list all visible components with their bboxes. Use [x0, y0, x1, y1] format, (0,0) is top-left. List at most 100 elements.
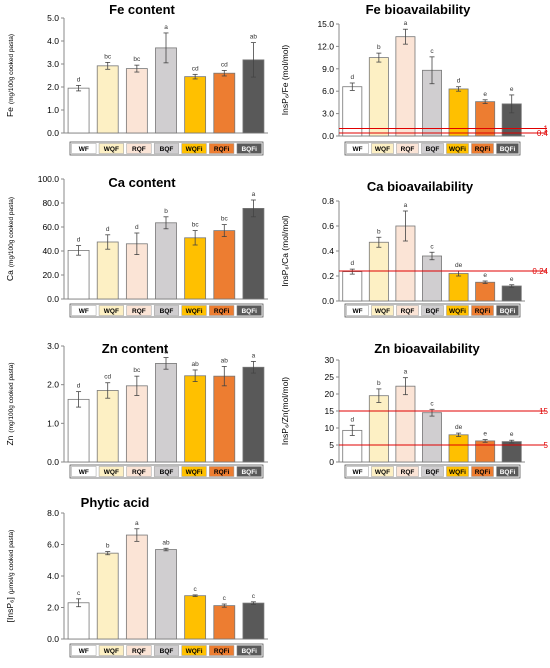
y-tick-label: 15 [325, 406, 335, 416]
y-tick-label: 2.0 [47, 603, 59, 613]
y-tick-label: 15.0 [317, 19, 334, 29]
significance-letter: de [455, 262, 463, 269]
y-tick-label: 3.0 [47, 59, 59, 69]
legend-swatch-RQF [396, 466, 419, 477]
y-tick-label: 1.0 [47, 105, 59, 115]
reference-line-label: 15 [539, 407, 548, 416]
significance-letter: c [430, 400, 434, 407]
bar-WQF [96, 552, 119, 640]
legend-strip [344, 303, 521, 318]
bar-BQFi [242, 366, 265, 463]
legend-strip [69, 643, 264, 658]
chart-title: Ca bioavailability [367, 179, 474, 194]
ca-content-panel: Ca content Ca (mg/100g cooked pasta) 0.0 20.… [0, 165, 275, 325]
significance-letter: a [135, 520, 139, 527]
y-tick-label: 12.0 [317, 41, 334, 51]
legend-label-WQFi: WQFi [186, 146, 203, 153]
legend-swatch-BQF [153, 645, 180, 656]
bar-BQF [155, 222, 177, 300]
legend-label-WF: WF [79, 648, 89, 655]
y-tick-label: 40.0 [42, 246, 59, 256]
legend-strip [344, 141, 521, 156]
bar-WF [67, 398, 90, 463]
legend-swatch-WQF [371, 305, 394, 316]
significance-letter: a [404, 369, 408, 376]
significance-letter: bc [133, 56, 141, 63]
legend-label-WF: WF [79, 146, 89, 153]
bar-RQFi [213, 605, 236, 640]
reference-line-label: 0.24 [532, 267, 548, 276]
significance-letter: d [77, 76, 81, 83]
legend-label-WQFi: WQFi [186, 469, 203, 476]
bar-WQF [96, 65, 119, 134]
y-axis-label-unit: (mg/100g cooked pasta) [8, 34, 15, 104]
legend-swatch-RQFi [209, 305, 235, 316]
legend-label-WQF: WQF [375, 469, 390, 476]
y-tick-label: 4.0 [47, 36, 59, 46]
legend-swatch-RQF [396, 143, 419, 154]
y-axis-label: InsP₆/Zn(mol/mol) [280, 377, 290, 445]
legend-label-RQFi: RQFi [214, 146, 230, 153]
significance-letter: bc [192, 222, 200, 229]
significance-letter: c [77, 590, 81, 597]
zn-content-chart: Zn content Zn (mg/100g cooked pasta) 0.0 1.0… [5, 341, 268, 479]
y-tick-label: 2.0 [47, 380, 59, 390]
bar-BQFi [501, 285, 522, 302]
significance-letter: d [106, 226, 110, 233]
significance-letter: d [77, 383, 81, 390]
legend-swatch-BQF [153, 143, 180, 154]
significance-letter: c [223, 595, 227, 602]
y-tick-label: 0.0 [47, 457, 59, 467]
legend-label-WQFi: WQFi [449, 469, 466, 476]
y-axis-label-main: Fe [5, 107, 15, 117]
legend-swatch-WQFi [181, 143, 207, 154]
significance-letter: cd [221, 61, 228, 68]
legend-swatch-BQF [153, 305, 180, 316]
significance-letter: cd [192, 65, 199, 72]
significance-letter: d [350, 416, 354, 423]
legend-swatch-WQF [98, 645, 124, 656]
legend-swatch-WQFi [181, 305, 207, 316]
bar-WF [67, 602, 90, 640]
y-tick-label: 0.8 [322, 196, 334, 206]
y-tick-label: 2.0 [47, 82, 59, 92]
y-axis-label-main: InsP₆/Ca (mol/mol) [280, 215, 290, 287]
legend-strip [69, 303, 264, 318]
legend-swatch-BQFi [496, 143, 519, 154]
legend-label-BQF: BQF [426, 469, 440, 476]
legend-label-RQF: RQF [132, 146, 146, 153]
legend-swatch-WF [71, 143, 97, 154]
legend-label-BQFi: BQFi [500, 146, 516, 153]
y-tick-label: 9.0 [322, 64, 334, 74]
y-tick-label: 3.0 [322, 109, 334, 119]
significance-letter: b [377, 228, 381, 235]
legend-swatch-RQF [126, 305, 152, 316]
bar-RQFi [475, 281, 496, 302]
legend-strip [344, 464, 521, 479]
y-tick-label: 20 [325, 389, 335, 399]
legend-swatch-WQFi [181, 466, 207, 477]
legend-label-RQF: RQF [401, 469, 415, 476]
legend-label-BQFi: BQFi [241, 469, 257, 476]
legend-label-WF: WF [352, 469, 362, 476]
y-axis-label-unit: (μmol/g cooked pasta) [8, 530, 15, 594]
y-axis-label: InsP₆/Ca (mol/mol) [280, 215, 290, 287]
legend-strip [69, 464, 264, 479]
y-tick-label: 0.2 [322, 271, 334, 281]
bar-WQF [96, 241, 119, 300]
legend-swatch-BQFi [496, 305, 519, 316]
y-tick-label: 10 [325, 423, 335, 433]
significance-letter: ab [162, 539, 170, 546]
y-axis-label: Fe (mg/100g cooked pasta) [5, 34, 15, 117]
legend-swatch-RQFi [209, 645, 235, 656]
bar-RQFi [475, 101, 496, 137]
y-axis-label: Ca (mg/100g cooked pasta) [5, 197, 15, 281]
legend-swatch-BQF [421, 466, 444, 477]
y-tick-label: 0.0 [322, 131, 334, 141]
legend-label-BQF: BQF [160, 469, 174, 476]
legend-swatch-BQFi [496, 466, 519, 477]
y-tick-label: 60.0 [42, 222, 59, 232]
y-axis-label-main: InsP₆/Fe (mol/mol) [280, 45, 290, 116]
significance-letter: ab [192, 361, 200, 368]
legend-swatch-RQF [126, 143, 152, 154]
